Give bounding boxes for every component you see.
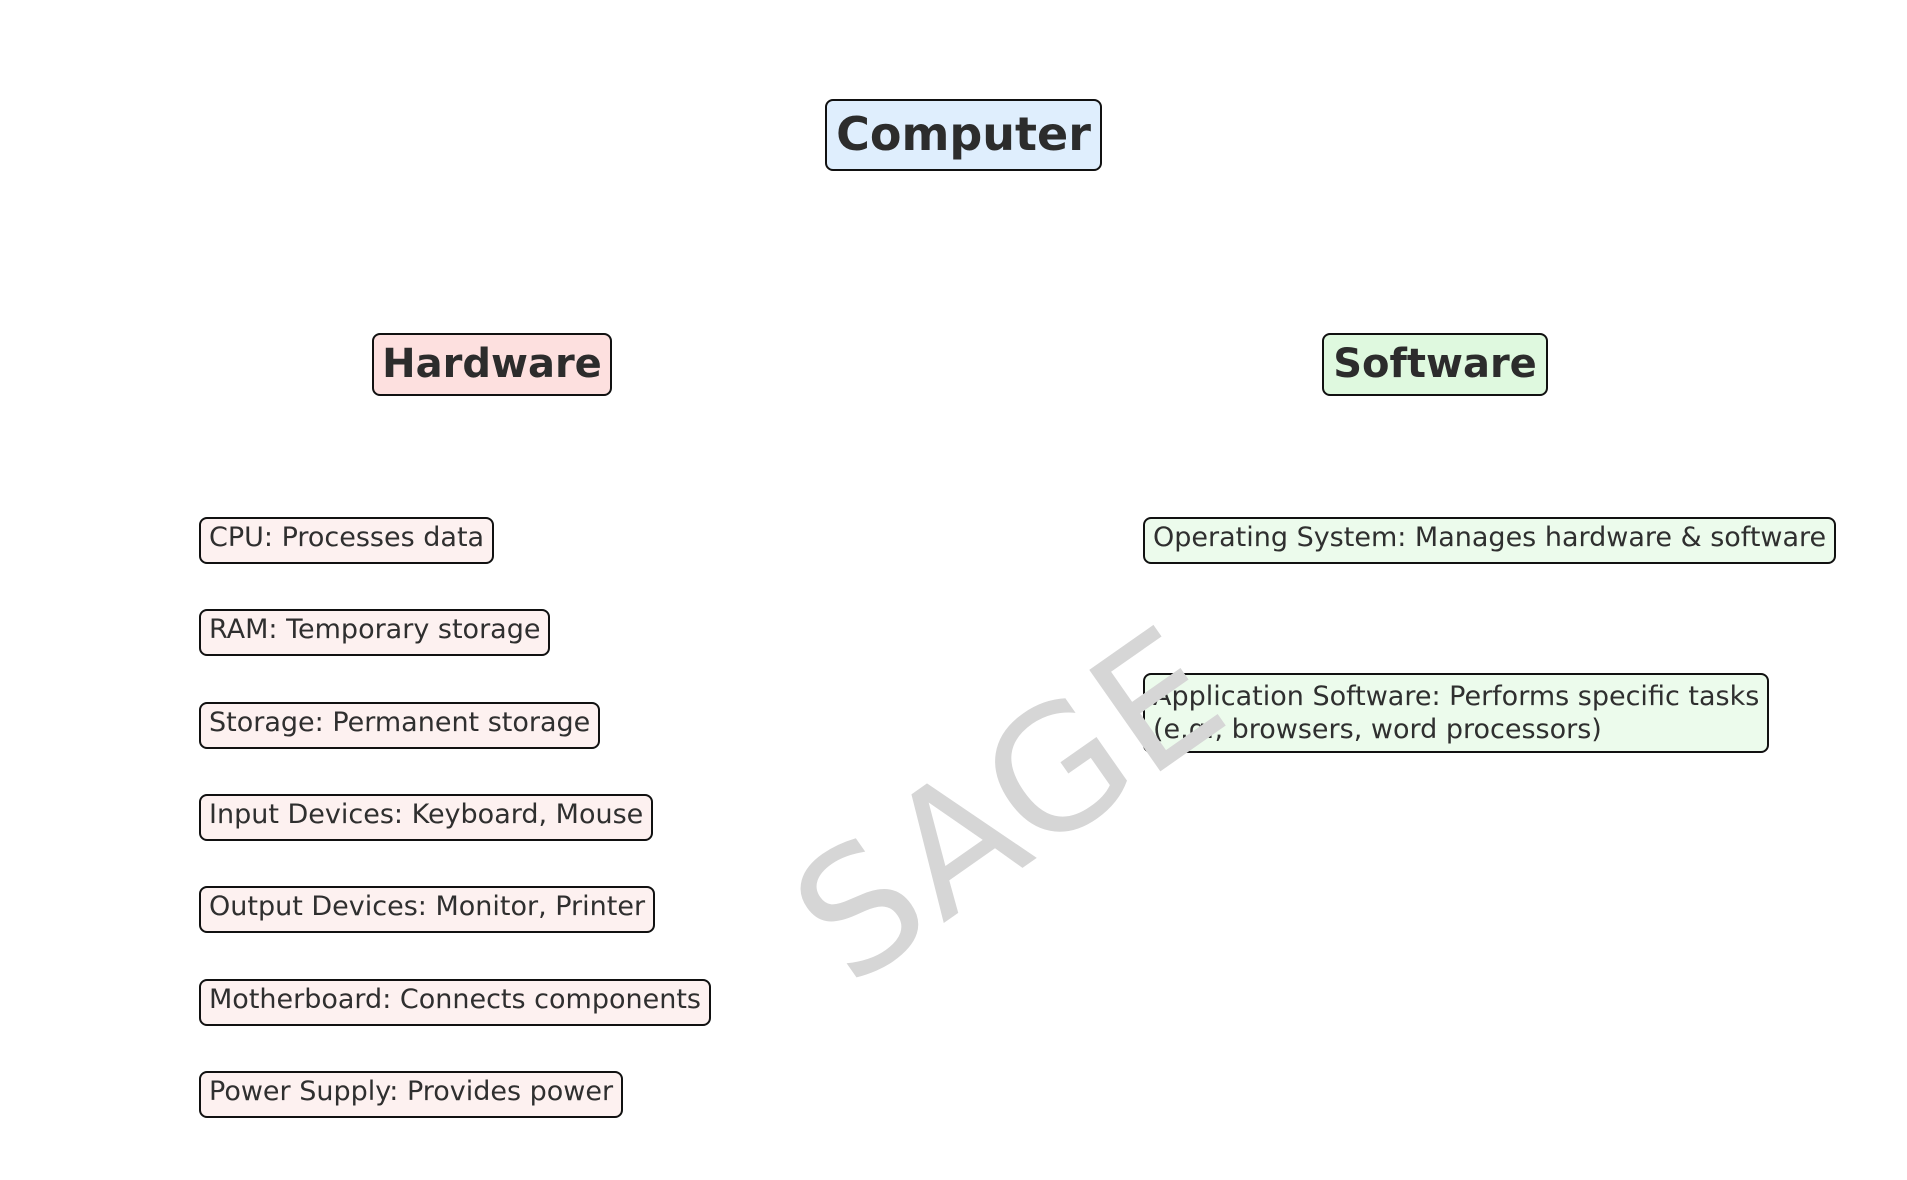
hardware-item-ram: RAM: Temporary storage	[199, 609, 551, 656]
hardware-item-storage: Storage: Permanent storage	[199, 702, 601, 749]
software-item-operating-system: Operating System: Manages hardware & sof…	[1143, 517, 1837, 564]
software-item-application-software: Application Software: Performs specific …	[1143, 673, 1770, 753]
hardware-item-motherboard: Motherboard: Connects components	[199, 979, 711, 1026]
root-node-computer: Computer	[825, 99, 1102, 171]
hardware-item-output-devices: Output Devices: Monitor, Printer	[199, 886, 656, 933]
category-node-hardware: Hardware	[372, 333, 612, 396]
hardware-item-cpu: CPU: Processes data	[199, 517, 495, 564]
watermark-text: SAGE	[760, 589, 1260, 1023]
hardware-item-input-devices: Input Devices: Keyboard, Mouse	[199, 794, 654, 841]
category-node-software: Software	[1322, 333, 1548, 396]
hardware-item-power-supply: Power Supply: Provides power	[199, 1071, 624, 1118]
